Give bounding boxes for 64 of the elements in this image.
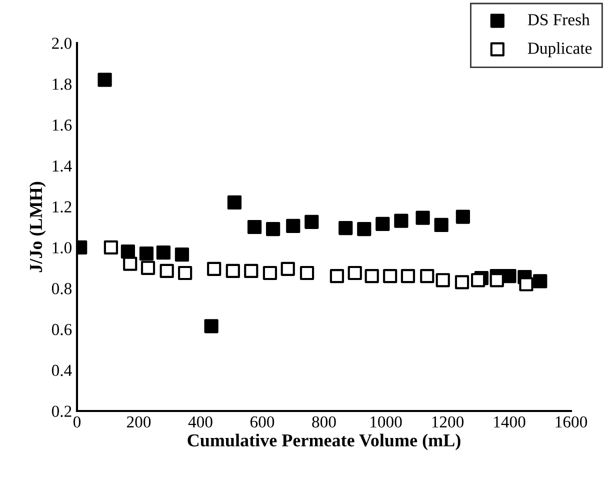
x-tick-label: 800 [312, 416, 336, 428]
point [247, 220, 262, 234]
point [178, 266, 192, 280]
point [156, 245, 171, 260]
y-tick-label: 0.2 [52, 406, 72, 418]
point [304, 214, 319, 229]
point [456, 210, 470, 224]
point [502, 269, 516, 284]
point [394, 214, 408, 228]
x-tick-label: 400 [188, 416, 212, 428]
point [330, 269, 344, 284]
x-axis-title: Cumulative Permeate Volume (mL) [188, 434, 460, 450]
y-tick-label: 1.4 [52, 160, 72, 172]
point [300, 266, 314, 280]
point [348, 266, 362, 280]
point [98, 72, 112, 87]
point [490, 273, 504, 288]
point [434, 218, 448, 232]
point [140, 260, 156, 275]
point [420, 269, 434, 284]
x-tick-label: 0 [73, 416, 81, 428]
point [383, 269, 398, 284]
y-tick-label: 0.4 [52, 364, 72, 376]
y-tick-label: 1.0 [52, 242, 72, 254]
point [338, 220, 353, 236]
y-tick-label: 1.6 [52, 120, 72, 131]
point [286, 218, 300, 234]
point [266, 222, 280, 236]
x-tick-label: 1200 [432, 416, 464, 428]
point [454, 275, 470, 290]
y-tick-label: 2.0 [52, 38, 72, 50]
point [160, 264, 174, 278]
point [471, 273, 486, 288]
x-tick-label: 1000 [370, 416, 402, 428]
point [416, 210, 430, 225]
legend-label: DS Fresh [528, 14, 590, 26]
y-axis-title: J/Jo (LMH) [29, 182, 46, 272]
point [207, 262, 222, 276]
point [400, 269, 416, 284]
point [262, 266, 278, 280]
x-tick-label: 1600 [556, 416, 588, 428]
x-tick-label: 600 [250, 416, 274, 428]
point [123, 256, 138, 271]
y-tick-label: 1.2 [52, 201, 72, 213]
point [174, 248, 190, 262]
y-tick-label: 0.8 [52, 283, 72, 294]
point [226, 264, 240, 278]
point [244, 264, 258, 278]
point [280, 262, 295, 276]
point [533, 274, 548, 288]
y-tick-label: 1.8 [52, 78, 72, 90]
point [519, 277, 534, 292]
point [364, 269, 379, 284]
x-tick-label: 200 [126, 416, 151, 428]
point [227, 195, 242, 210]
point [104, 240, 118, 255]
point [204, 319, 218, 334]
point [139, 246, 154, 261]
point [436, 273, 450, 288]
point [376, 216, 390, 231]
y-tick-label: 0.6 [52, 324, 72, 336]
x-tick-label: 1400 [494, 416, 526, 428]
point [357, 222, 372, 236]
legend-label: Duplicate [528, 42, 592, 58]
